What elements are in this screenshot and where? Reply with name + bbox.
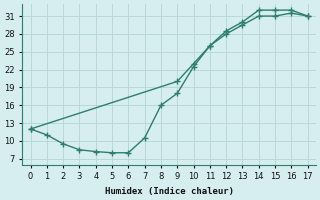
X-axis label: Humidex (Indice chaleur): Humidex (Indice chaleur) xyxy=(105,187,234,196)
